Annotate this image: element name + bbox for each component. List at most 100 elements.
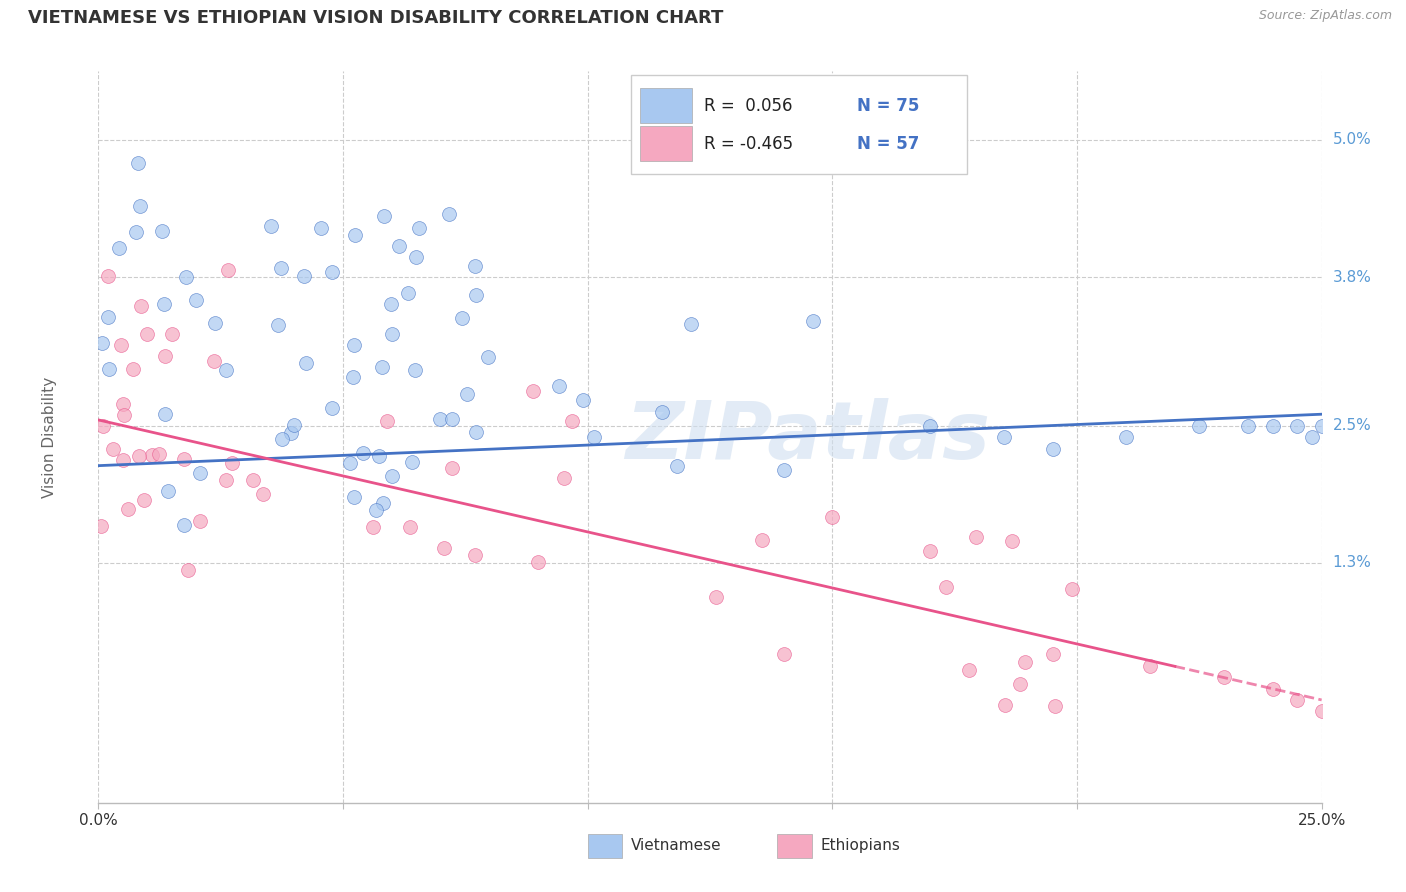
Text: Vietnamese: Vietnamese (630, 838, 721, 854)
Point (1261, 418, 1284, 433)
Point (339, 456, 361, 470)
Point (188, 466, 211, 480)
Point (1301, 430, 1323, 444)
Point (571, 392, 593, 407)
Point (1139, 658, 1161, 673)
Point (368, 449, 391, 463)
Point (396, 285, 419, 300)
Point (1237, 418, 1260, 433)
Point (994, 698, 1017, 712)
Point (1212, 670, 1234, 684)
Point (1060, 582, 1083, 596)
Point (202, 353, 225, 368)
Point (1310, 418, 1333, 433)
Point (477, 350, 499, 364)
Point (821, 510, 844, 524)
Point (141, 448, 163, 462)
Text: VIETNAMESE VS ETHIOPIAN VISION DISABILITY CORRELATION CHART: VIETNAMESE VS ETHIOPIAN VISION DISABILIT… (28, 9, 724, 27)
Point (366, 503, 388, 517)
Text: Ethiopians: Ethiopians (820, 838, 900, 854)
Point (125, 225, 148, 239)
Text: Source: ZipAtlas.com: Source: ZipAtlas.com (1258, 9, 1392, 22)
Point (91, 418, 114, 433)
Point (464, 259, 486, 273)
Text: 1.3%: 1.3% (1333, 556, 1372, 570)
Point (772, 647, 794, 661)
Point (150, 224, 173, 238)
Point (1045, 699, 1067, 714)
Text: R =  0.056: R = 0.056 (704, 96, 793, 115)
Point (177, 563, 200, 577)
Text: Vision Disability: Vision Disability (42, 376, 58, 498)
Point (321, 401, 343, 416)
Point (129, 299, 152, 313)
Point (1261, 681, 1284, 696)
Text: 3.8%: 3.8% (1333, 269, 1372, 285)
Point (352, 446, 374, 460)
Point (553, 471, 575, 485)
Point (651, 404, 673, 418)
Point (380, 297, 402, 311)
Point (373, 496, 395, 510)
Point (160, 327, 183, 342)
Point (1014, 655, 1036, 669)
Point (343, 338, 366, 352)
FancyBboxPatch shape (588, 834, 621, 858)
Point (548, 378, 571, 392)
Point (522, 384, 544, 398)
Point (176, 270, 198, 285)
Point (148, 447, 170, 461)
Point (321, 265, 343, 279)
Point (1008, 677, 1031, 691)
Text: N = 75: N = 75 (856, 96, 920, 115)
Point (204, 316, 226, 330)
Point (270, 432, 292, 446)
Point (679, 317, 702, 331)
Point (242, 473, 264, 487)
Point (270, 261, 292, 276)
Point (401, 455, 423, 469)
Point (90, 519, 112, 533)
Text: R = -0.465: R = -0.465 (704, 135, 793, 153)
Point (704, 590, 727, 604)
Point (583, 430, 606, 444)
Point (1286, 693, 1309, 707)
Point (129, 199, 152, 213)
Point (259, 219, 281, 234)
Point (751, 533, 773, 547)
Point (173, 451, 195, 466)
Point (153, 349, 176, 363)
Point (456, 387, 478, 401)
Point (993, 430, 1015, 444)
Point (381, 327, 404, 342)
Point (252, 486, 274, 500)
FancyBboxPatch shape (640, 88, 692, 123)
Point (437, 207, 460, 221)
Point (309, 220, 332, 235)
Point (433, 541, 456, 555)
Point (90, 336, 112, 351)
Point (157, 483, 180, 498)
Point (134, 492, 156, 507)
Point (373, 209, 395, 223)
Point (405, 250, 427, 264)
FancyBboxPatch shape (778, 834, 811, 858)
Point (267, 318, 290, 332)
Point (1115, 430, 1137, 444)
Point (361, 519, 384, 533)
Text: N = 57: N = 57 (856, 135, 920, 153)
Point (343, 490, 366, 504)
Point (404, 363, 426, 377)
Point (217, 263, 239, 277)
Point (464, 548, 486, 562)
Point (101, 442, 124, 456)
Point (465, 288, 488, 302)
Point (801, 314, 824, 328)
Point (450, 310, 472, 325)
Point (127, 156, 149, 170)
Point (920, 544, 942, 558)
Point (97, 310, 120, 324)
Point (665, 459, 688, 474)
Point (117, 502, 139, 516)
Point (375, 414, 398, 428)
